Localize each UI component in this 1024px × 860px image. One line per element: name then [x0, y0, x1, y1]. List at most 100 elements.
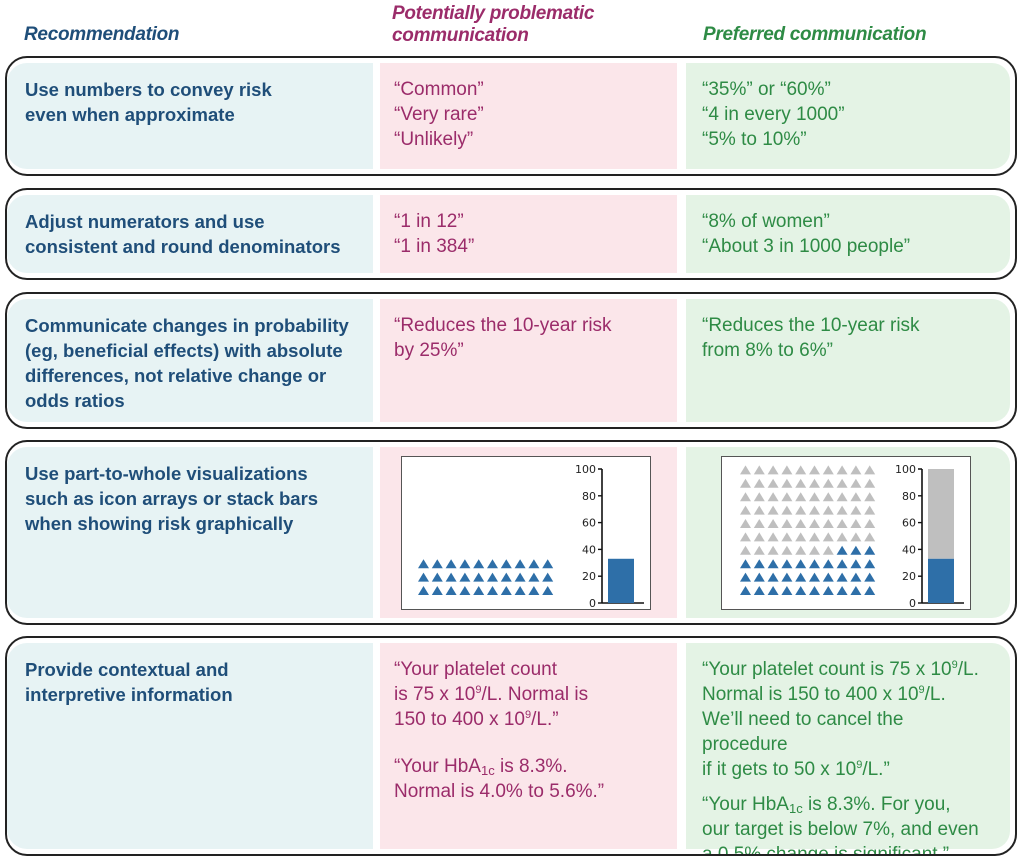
preferred-hba1c-example: “Your HbA1c is 8.3%. For you, our target…	[702, 792, 994, 856]
text-line: is 75 x 109/L. Normal is	[394, 682, 661, 707]
icon-affected	[781, 572, 793, 582]
row-use-numbers: Use numbers to convey risk even when app…	[5, 56, 1017, 176]
icon-unaffected	[850, 532, 862, 542]
icon-unaffected	[864, 465, 876, 475]
text-line: Normal is 4.0% to 5.6%.”	[394, 781, 605, 802]
preferred-example: “Reduces the 10-year risk	[702, 315, 920, 336]
icon-affected	[473, 559, 485, 569]
icon-affected	[418, 572, 429, 582]
icon-unaffected	[781, 478, 793, 488]
y-tick-label: 100	[575, 463, 596, 476]
icon-affected	[487, 559, 498, 569]
icon-unaffected	[767, 492, 779, 502]
preferred-cell: “Reduces the 10-year risk from 8% to 6%”	[686, 299, 1010, 422]
icon-affected	[836, 545, 848, 555]
icon-unaffected	[822, 492, 834, 502]
problematic-example: “Very rare”	[394, 104, 484, 125]
problematic-example: “Common”	[394, 79, 484, 100]
preferred-example: “8% of women”	[702, 211, 830, 232]
problematic-example: “1 in 384”	[394, 236, 475, 257]
icon-unaffected	[809, 492, 820, 502]
recommendation-text: consistent and round denominators	[25, 236, 341, 257]
icon-unaffected	[836, 519, 848, 528]
icon-unaffected	[740, 492, 751, 502]
icon-unaffected	[822, 519, 834, 528]
preferred-example: “4 in every 1000”	[702, 104, 845, 125]
y-tick-label: 20	[582, 570, 596, 583]
icon-affected	[528, 559, 540, 569]
header-problematic-line2: communication	[392, 25, 529, 46]
icon-unaffected	[753, 519, 765, 528]
icon-unaffected	[836, 505, 848, 515]
icon-unaffected	[781, 519, 793, 528]
icon-affected	[473, 586, 485, 595]
icon-unaffected	[767, 519, 779, 528]
preferred-example: “About 3 in 1000 people”	[702, 236, 911, 257]
recommendation-text: differences, not relative change or	[25, 365, 327, 386]
icon-affected	[740, 572, 751, 582]
icon-affected	[795, 572, 807, 582]
text-line: our target is below 7%, and even	[702, 819, 979, 840]
icon-affected	[542, 559, 554, 569]
recommendation-cell: Use numbers to convey risk even when app…	[7, 63, 373, 169]
text-run: is 8.3%.	[494, 756, 568, 777]
superscript: 9	[475, 684, 482, 696]
bar-affected	[608, 558, 634, 603]
icon-unaffected	[864, 505, 876, 515]
icon-unaffected	[822, 532, 834, 542]
icon-unaffected	[740, 519, 751, 528]
icon-unaffected	[850, 505, 862, 515]
icon-unaffected	[822, 505, 834, 515]
text-line: “Your platelet count is 75 x 109/L.	[702, 657, 994, 682]
icon-affected	[767, 572, 779, 582]
text-run: /L.”	[862, 759, 890, 780]
icon-affected	[528, 586, 540, 595]
icon-unaffected	[850, 519, 862, 528]
text-line: 150 to 400 x 109/L.”	[394, 707, 661, 732]
problematic-example: “Unlikely”	[394, 129, 474, 150]
text-run: /L.	[957, 659, 979, 680]
icon-affected	[418, 559, 429, 569]
problematic-example: “1 in 12”	[394, 211, 464, 232]
icon-affected	[514, 572, 526, 582]
icon-affected	[542, 586, 554, 595]
text-run: “Your HbA	[702, 794, 789, 815]
icon-unaffected	[809, 505, 820, 515]
recommendation-text: Adjust numerators and use	[25, 211, 265, 232]
preferred-icon-array-chart: 0 20 40 60 80 100	[740, 463, 964, 610]
text-line: a 0.5% change is significant.”	[702, 844, 950, 856]
icon-affected	[850, 559, 862, 569]
text-run: Normal is 150 to 400 x 10	[702, 684, 919, 705]
text-line: We’ll need to cancel the procedure	[702, 709, 904, 755]
y-tick-label: 60	[582, 517, 596, 530]
icon-affected	[431, 586, 443, 595]
icon-affected	[781, 559, 793, 569]
preferred-example: “5% to 10%”	[702, 129, 807, 150]
icon-unaffected	[795, 532, 807, 542]
icon-affected	[822, 586, 834, 595]
subscript: 1c	[788, 801, 803, 816]
icon-affected	[753, 559, 765, 569]
icon-affected	[809, 572, 820, 582]
superscript: 9	[856, 759, 863, 771]
icon-unaffected	[864, 532, 876, 542]
text-run: if it gets to 50 x 10	[702, 759, 857, 780]
text-run: “Your HbA	[394, 756, 481, 777]
y-tick-label: 80	[902, 490, 916, 503]
icon-unaffected	[740, 478, 751, 488]
icon-unaffected	[795, 465, 807, 475]
y-tick-label: 0	[589, 597, 596, 609]
icon-unaffected	[836, 478, 848, 488]
icon-affected	[459, 572, 471, 582]
icon-unaffected	[822, 478, 834, 488]
icon-affected	[836, 559, 848, 569]
preferred-cell: “8% of women” “About 3 in 1000 people”	[686, 195, 1010, 273]
icon-affected	[528, 572, 540, 582]
icon-unaffected	[850, 465, 862, 475]
icon-affected	[487, 572, 498, 582]
problematic-icon-array-chart: 0 20 40 60 80 100	[418, 463, 644, 610]
icon-affected	[850, 572, 862, 582]
recommendation-text: even when approximate	[25, 104, 235, 125]
icon-affected	[487, 586, 498, 595]
icon-unaffected	[795, 545, 807, 555]
